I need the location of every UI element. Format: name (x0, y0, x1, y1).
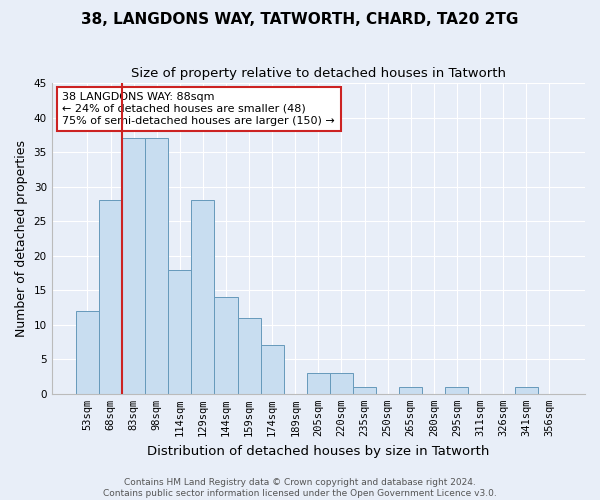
Bar (238, 318, 260, 394)
Title: Size of property relative to detached houses in Tatworth: Size of property relative to detached ho… (131, 68, 506, 80)
Bar (353, 387, 376, 394)
Text: 38, LANGDONS WAY, TATWORTH, CHARD, TA20 2TG: 38, LANGDONS WAY, TATWORTH, CHARD, TA20 … (82, 12, 518, 28)
Bar (122, 138, 145, 394)
Bar (399, 387, 422, 394)
X-axis label: Distribution of detached houses by size in Tatworth: Distribution of detached houses by size … (147, 444, 490, 458)
Bar (191, 200, 214, 394)
Bar (145, 138, 168, 394)
Bar (168, 270, 191, 394)
Bar (214, 297, 238, 394)
Y-axis label: Number of detached properties: Number of detached properties (15, 140, 28, 337)
Bar (330, 373, 353, 394)
Bar (307, 373, 330, 394)
Bar (99, 200, 122, 394)
Bar (445, 387, 469, 394)
Text: 38 LANGDONS WAY: 88sqm
← 24% of detached houses are smaller (48)
75% of semi-det: 38 LANGDONS WAY: 88sqm ← 24% of detached… (62, 92, 335, 126)
Bar (260, 346, 284, 394)
Text: Contains HM Land Registry data © Crown copyright and database right 2024.
Contai: Contains HM Land Registry data © Crown c… (103, 478, 497, 498)
Bar (76, 311, 99, 394)
Bar (515, 387, 538, 394)
